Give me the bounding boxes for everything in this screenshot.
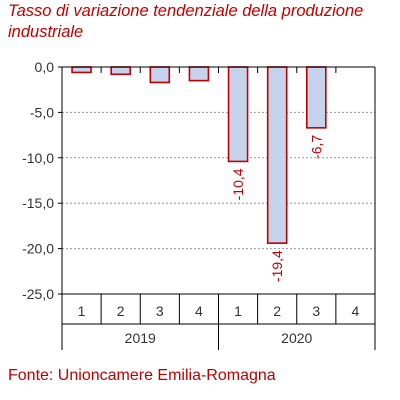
bar [266, 66, 288, 244]
y-tick-label: 0,0 [35, 59, 55, 75]
category-label: 3 [156, 303, 164, 319]
data-label: -19,4 [269, 250, 285, 282]
gridlines [62, 111, 375, 295]
group-label: 2020 [281, 330, 312, 346]
category-label: 4 [352, 303, 360, 319]
bar [306, 66, 327, 129]
data-label: -10,4 [230, 168, 246, 200]
chart-title: Tasso di variazione tendenziale della pr… [8, 2, 364, 41]
y-axis: 0,0 -5,0 -10,0 -15,0 -20,0 -25,0 [22, 59, 63, 302]
group-label: 2019 [125, 330, 156, 346]
category-label: 2 [117, 303, 125, 319]
category-label: 1 [78, 303, 86, 319]
category-label: 4 [195, 303, 203, 319]
y-tick-label: -15,0 [22, 195, 54, 211]
data-label: -6,7 [308, 135, 324, 159]
bar [188, 66, 210, 82]
category-label: 2 [273, 303, 281, 319]
bars [71, 66, 327, 244]
category-label: 1 [234, 303, 242, 319]
x-axis: 1 2 3 4 1 2 3 4 2019 2020 [61, 66, 376, 350]
y-tick-label: -20,0 [22, 241, 54, 257]
data-labels: -10,4 -19,4 -6,7 [230, 135, 324, 282]
bar [227, 66, 249, 163]
y-tick-label: -25,0 [22, 286, 54, 302]
y-tick-label: -10,0 [22, 150, 54, 166]
bar [110, 66, 131, 76]
source-note: Fonte: Unioncamere Emilia-Romagna [8, 367, 276, 384]
category-label: 3 [312, 303, 320, 319]
y-tick-label: -5,0 [30, 104, 54, 120]
bar [71, 66, 92, 74]
bar [149, 66, 171, 84]
